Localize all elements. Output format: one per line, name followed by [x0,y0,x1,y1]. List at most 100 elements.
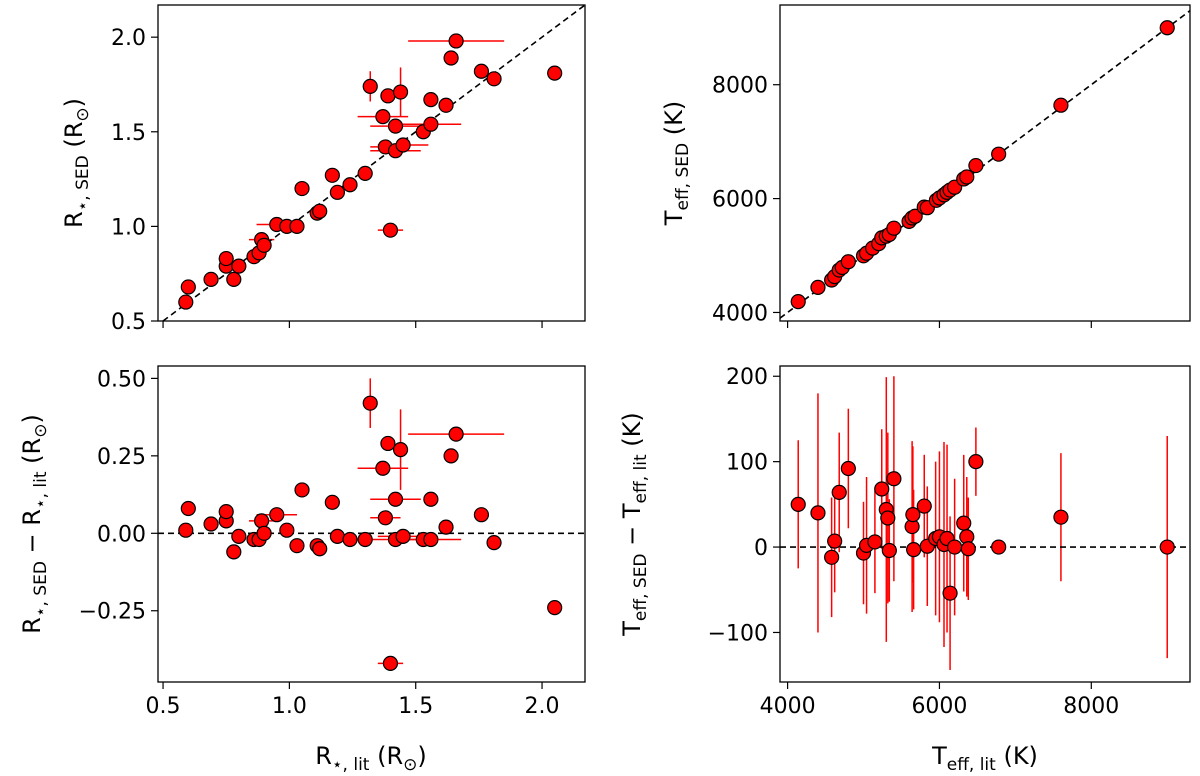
data-point [448,33,464,49]
data-point [357,531,373,548]
data-point [956,515,972,531]
data-point [1159,539,1175,555]
y-tick-label: 0.25 [97,445,146,470]
data-point [231,258,247,274]
data-point [342,177,358,193]
data-point [253,513,270,529]
x-tick-label: 8000 [1063,694,1119,719]
data-point [324,167,340,183]
data-point [867,534,883,550]
y-tick-label: 8000 [712,74,768,99]
panel-teff-compare: 4000 6000 8000 Teff, SED (K) [660,4,1191,328]
data-point [473,63,490,79]
y-tick-label: 0 [754,536,768,561]
data-point [423,92,439,108]
y-tick-label: 1.5 [111,121,146,146]
y-axis-label: R⋆, SED − R⋆, lit (R⊙) [18,414,51,634]
data-point [960,541,976,557]
data-point [881,542,897,559]
x-tick-label: 6000 [911,694,967,719]
data-point [968,454,984,470]
y-tick-label: 4000 [712,301,768,326]
data-point [329,528,345,544]
data-point [256,525,272,541]
data-point [947,539,963,555]
odot-symbol: ⊙ [403,755,417,775]
data-point [423,531,439,548]
data-point [387,118,404,134]
y-tick-label: −100 [708,621,768,646]
data-point [387,491,404,507]
axes-frame [779,365,1191,683]
panel-r-compare: 0.5 1.0 1.5 2.0 R⋆, SED (R⊙) [60,4,586,335]
data-point [380,435,396,452]
data-point [880,510,896,526]
data-point [1053,509,1069,525]
data-point [312,541,328,557]
data-point [375,109,391,125]
data-point [180,500,196,517]
data-point [294,180,310,197]
data-point [324,494,340,510]
y-axis-label: Teff, SED − Teff, lit (K) [618,412,651,637]
data-point [790,496,806,512]
data-point [289,218,305,234]
data-point [377,510,393,526]
odot-symbol: ⊙ [31,424,51,438]
reference-line-one-to-one [162,4,586,322]
x-tick-label: 1.5 [398,694,433,719]
data-point [392,442,409,458]
data-point [382,655,399,672]
y-tick-label: 0.50 [97,367,146,392]
data-point [916,498,932,514]
data-point [395,137,411,153]
data-point [991,539,1007,555]
data-point [423,491,439,507]
data-point [231,528,247,544]
data-point [827,533,843,549]
data-point [1053,97,1069,113]
data-point [991,146,1007,162]
x-tick-label: 2.0 [525,694,560,719]
data-point [218,250,234,267]
data-point [810,505,826,521]
data-point [294,482,310,498]
data-point [547,600,563,616]
data-point [840,254,856,270]
data-point [218,504,234,520]
y-axis-label: Teff, SED (K) [660,101,693,226]
data-point [1159,20,1175,36]
axes-frame [779,4,1191,322]
data-point [329,184,345,200]
y-tick-label: 6000 [712,188,768,213]
data-point [342,531,358,548]
axes-frame [157,4,586,322]
axes-frame [157,365,586,683]
odot-symbol: ⊙ [73,107,93,121]
y-tick-label: 0.00 [97,522,146,547]
data-point [448,426,464,442]
data-point [226,544,242,560]
data-point [380,88,396,104]
data-point [473,507,490,523]
data-point [443,448,459,464]
data-point [203,516,219,532]
data-point [312,203,328,219]
data-point [874,481,890,497]
data-point [226,271,242,287]
data-point [357,165,373,182]
y-tick-label: 200 [726,365,768,390]
y-tick-label: 1.0 [111,215,146,240]
data-point [279,522,295,538]
x-tick-label: 4000 [760,694,816,719]
data-point [395,528,411,544]
data-point [907,208,923,224]
data-point [906,542,922,558]
data-point [178,522,194,538]
y-tick-label: −0.25 [79,600,146,625]
panel-teff-residual: 4000 6000 8000 −100 0 100 200 Teff, SED − Teff… [618,365,1191,775]
panel-r-residual: 0.5 1.0 1.5 2.0 −0.25 0.00 0.25 0.50 R⋆, SED − … [18,365,586,775]
data-point [203,271,219,287]
x-axis-label: R⋆, lit (R⊙) [315,742,427,775]
data-point [824,549,840,565]
